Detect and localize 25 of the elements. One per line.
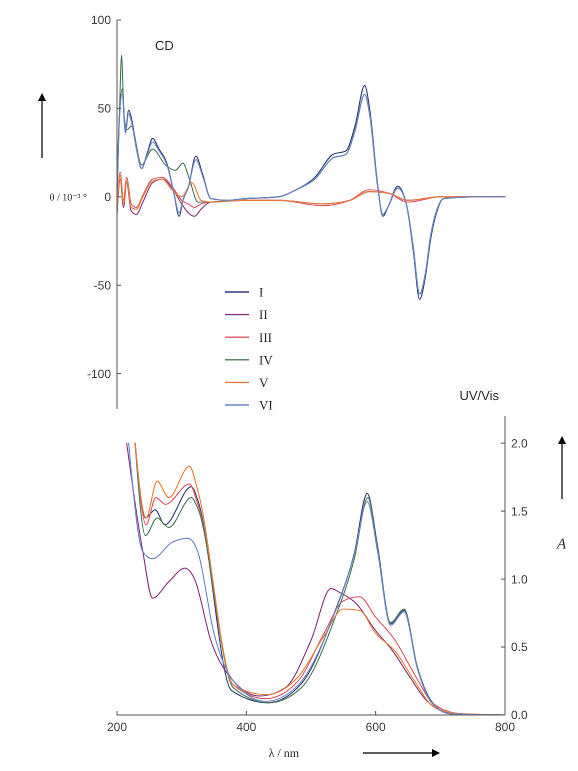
y2-tick-label: 1.0 xyxy=(511,572,528,586)
x-axis-title: λ / nm xyxy=(268,746,300,760)
y-tick-label: -50 xyxy=(94,278,112,292)
x-tick-label: 600 xyxy=(366,720,386,734)
y2-tick-label: 2.0 xyxy=(511,436,528,450)
y-tick-label: -100 xyxy=(86,366,112,381)
y-tick-label: 100 xyxy=(90,13,112,28)
y2-tick-label: 0.0 xyxy=(511,708,528,722)
y-tick-label: 50 xyxy=(98,102,112,116)
x-tick-label: 400 xyxy=(236,720,257,734)
legend-label: I xyxy=(259,284,264,300)
y2-axis-title: A xyxy=(556,536,567,552)
legend-label: VI xyxy=(259,398,273,413)
legend-label: IV xyxy=(259,352,274,368)
legend-label: II xyxy=(259,307,268,322)
y-axis-title: θ / 10⁻³ ° xyxy=(50,192,87,204)
y2-tick-label: 0.5 xyxy=(511,640,528,654)
y2-tick-label: 1.5 xyxy=(511,504,528,518)
chart-title: UV/Vis xyxy=(460,388,500,403)
x-tick-label: 200 xyxy=(106,720,128,734)
text: CD xyxy=(155,38,174,53)
legend-label: III xyxy=(259,330,272,345)
y-tick-label: 0 xyxy=(104,190,112,204)
legend-label: V xyxy=(259,374,269,390)
x-tick-label: 800 xyxy=(494,720,516,734)
